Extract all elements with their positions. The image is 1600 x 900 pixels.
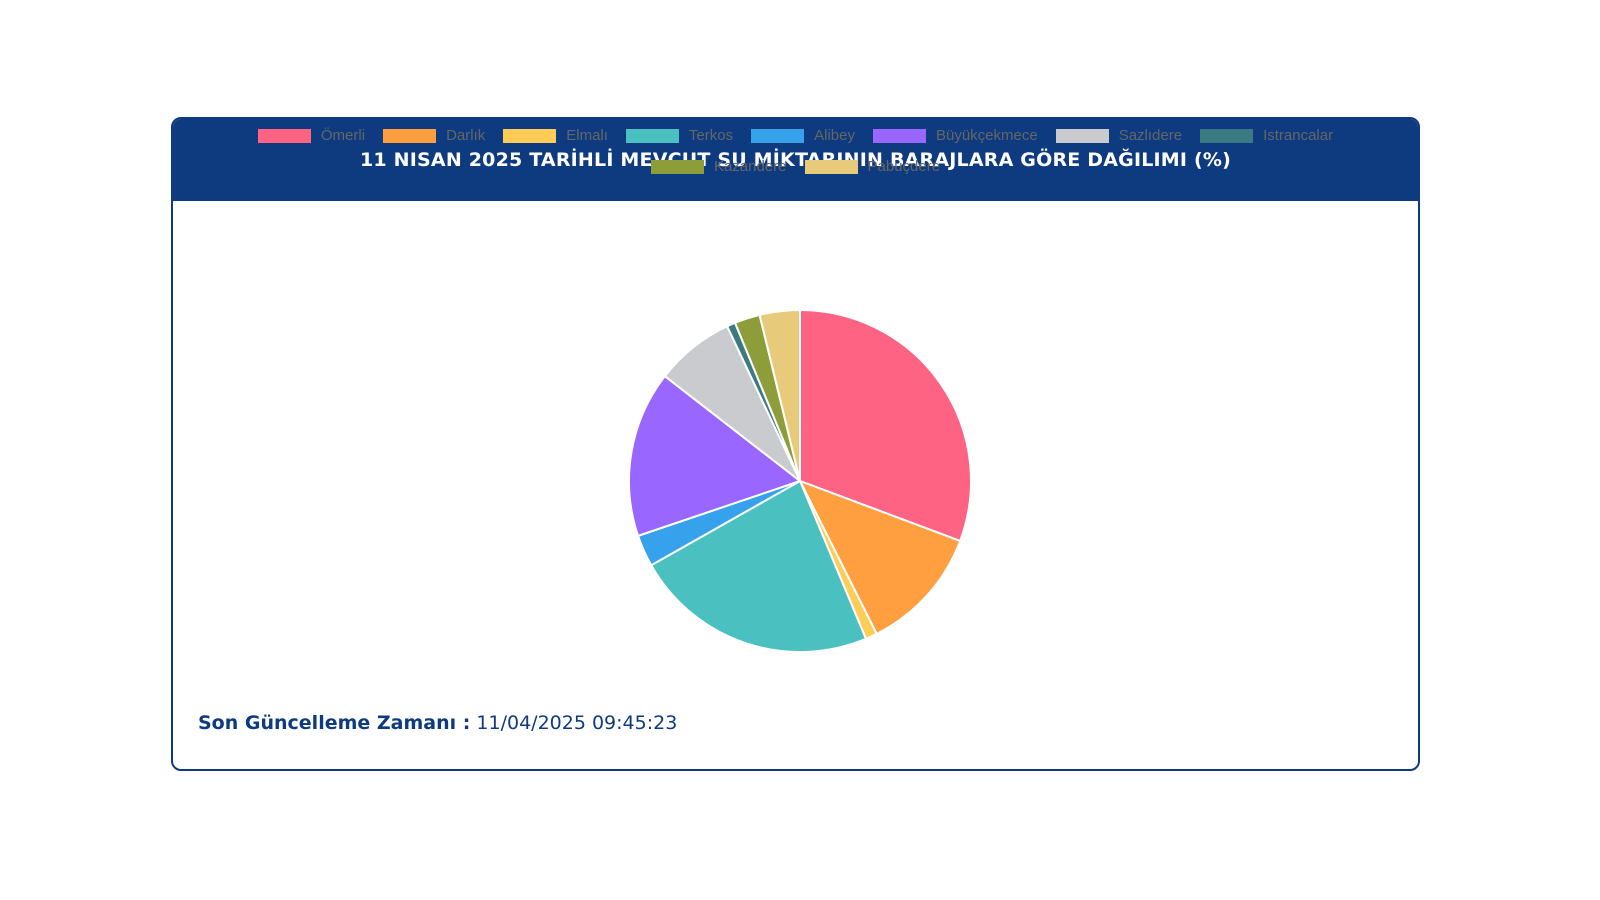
legend-item[interactable]: Alibey	[751, 127, 855, 144]
legend-item[interactable]: Darlık	[383, 127, 485, 144]
pie-slice[interactable]: Büyükçekmece: 15.7	[628, 374, 803, 538]
pie-slice[interactable]: Darlık: 11.9	[797, 479, 962, 636]
legend-label: Sazlıdere	[1118, 127, 1183, 144]
last-update: Son Güncelleme Zamanı : 11/04/2025 09:45…	[198, 712, 677, 734]
legend-label: Ömerli	[320, 127, 366, 144]
legend-swatch	[872, 128, 926, 143]
legend-row-2: Kazandere Pabuçdere	[171, 151, 1420, 182]
legend-swatch	[751, 128, 805, 143]
legend-swatch	[1200, 128, 1254, 143]
legend-label: Pabuçdere	[867, 158, 941, 175]
legend-swatch	[650, 159, 704, 174]
legend-label: Elmalı	[566, 127, 608, 144]
pie-slice[interactable]: Ömerli: 30.7	[799, 308, 972, 543]
legend-swatch	[1055, 128, 1109, 143]
legend-label: Istrancalar	[1263, 127, 1334, 144]
legend-item[interactable]: Ömerli	[257, 127, 366, 144]
pie-slice[interactable]: Terkos: 23.1	[649, 479, 868, 653]
legend-label: Alibey	[814, 127, 855, 144]
legend-item[interactable]: Kazandere	[650, 158, 787, 175]
last-update-label: Son Güncelleme Zamanı :	[198, 712, 471, 734]
legend-item[interactable]: Sazlıdere	[1055, 127, 1183, 144]
legend-swatch	[503, 128, 557, 143]
legend-item[interactable]: Terkos	[625, 127, 734, 144]
last-update-value: 11/04/2025 09:45:23	[476, 712, 678, 734]
legend-swatch	[383, 128, 437, 143]
legend-label: Terkos	[688, 127, 734, 144]
legend-swatch	[625, 128, 679, 143]
legend-item[interactable]: Istrancalar	[1200, 127, 1333, 144]
legend-item[interactable]: Büyükçekmece	[872, 127, 1038, 144]
legend-item[interactable]: Elmalı	[503, 127, 608, 144]
legend-item[interactable]: Pabuçdere	[804, 158, 941, 175]
legend-label: Büyükçekmece	[935, 127, 1038, 144]
legend-label: Darlık	[446, 127, 486, 144]
legend-row-1: Ömerli Darlık Elmalı Terkos Alibey Büyükçekme…	[171, 120, 1420, 151]
legend-label: Kazandere	[713, 158, 787, 175]
pie-slice[interactable]: Pabuçdere: 3.8	[758, 308, 801, 482]
legend-swatch	[804, 159, 858, 174]
legend: Ömerli Darlık Elmalı Terkos Alibey Büyükçekme…	[171, 120, 1420, 182]
legend-swatch	[257, 128, 311, 143]
